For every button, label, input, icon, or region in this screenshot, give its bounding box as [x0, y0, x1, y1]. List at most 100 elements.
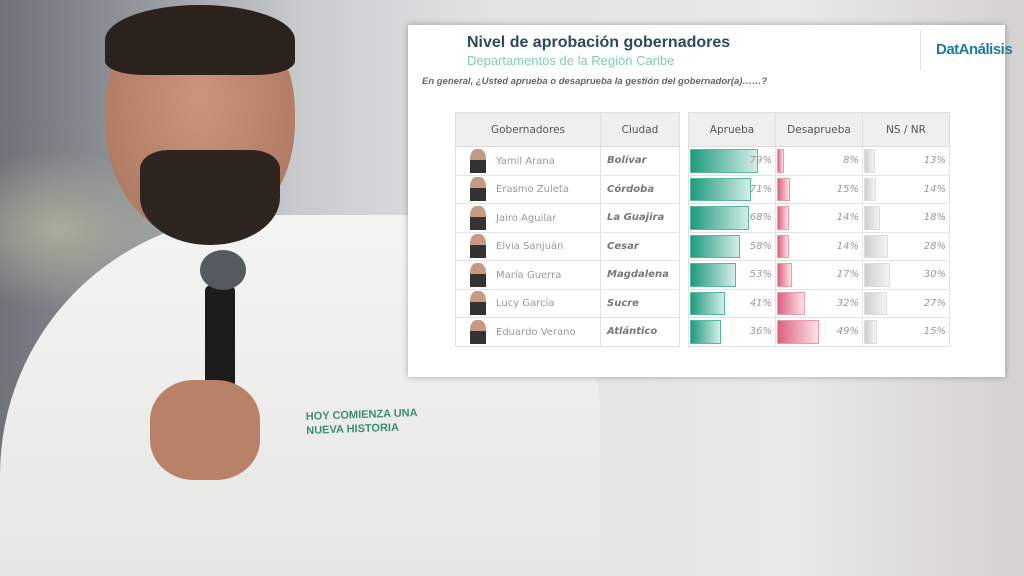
governor-photo	[470, 291, 486, 316]
aprueba-bar	[690, 263, 736, 287]
aprueba-cell: 36%	[688, 317, 776, 347]
nsnr-cell: 13%	[862, 146, 950, 176]
desaprueba-cell: 32%	[775, 288, 863, 318]
aprueba-value: 68%	[749, 212, 772, 223]
aprueba-cell: 53%	[688, 260, 776, 290]
table-row: Eduardo Verano Atlántico	[455, 317, 680, 347]
nsnr-value: 30%	[923, 269, 946, 280]
desaprueba-bar	[777, 177, 790, 201]
column-header: NS / NR	[862, 112, 950, 147]
city-cell: Magdalena	[600, 260, 680, 290]
governor-photo	[470, 319, 486, 344]
governor-name: Eduardo Verano	[496, 326, 576, 338]
table-row: 58% 14% 28%	[688, 231, 950, 261]
nsnr-value: 18%	[923, 212, 946, 223]
governor-cell: Lucy García	[455, 288, 601, 318]
governor-cell: Erasmo Zuleta	[455, 174, 601, 204]
table-row: 53% 17% 30%	[688, 260, 950, 290]
aprueba-cell: 58%	[688, 231, 776, 261]
city-cell: Córdoba	[600, 174, 680, 204]
desaprueba-cell: 8%	[775, 146, 863, 176]
aprueba-value: 71%	[749, 183, 772, 195]
governor-photo	[470, 177, 486, 202]
governor-name: María Guerra	[496, 269, 562, 281]
nsnr-cell: 18%	[862, 203, 950, 233]
divider	[920, 30, 921, 70]
governor-name: Lucy García	[496, 298, 555, 310]
governor-photo	[470, 262, 486, 287]
table-row: 36% 49% 15%	[688, 317, 950, 347]
governor-cell: Elvia Sanjuán	[455, 231, 601, 261]
city-cell: Cesar	[600, 231, 680, 261]
speaker-hair	[105, 5, 295, 75]
governor-name: Elvia Sanjuán	[496, 241, 564, 253]
desaprueba-cell: 14%	[775, 203, 863, 233]
governor-photo	[470, 148, 486, 173]
table-row: Lucy García Sucre	[455, 288, 680, 318]
governors-table: Gobernadores Ciudad Yamil Arana Bolívar Era…	[455, 112, 680, 347]
nsnr-bar	[864, 234, 889, 258]
shirt-print: HOY COMIENZA UNA NUEVA HISTORIA	[306, 406, 419, 438]
nsnr-bar	[864, 291, 888, 315]
table-row: Yamil Arana Bolívar	[455, 146, 680, 176]
aprueba-value: 53%	[749, 269, 772, 280]
speaker-beard	[140, 150, 280, 245]
datanalisis-logo: DatAnálisis	[936, 41, 1013, 58]
aprueba-bar	[690, 291, 726, 315]
desaprueba-bar	[777, 234, 789, 258]
aprueba-bar	[690, 234, 740, 258]
aprueba-cell: 71%	[688, 174, 776, 204]
nsnr-value: 14%	[923, 183, 946, 195]
table-row: Erasmo Zuleta Córdoba	[455, 174, 680, 204]
nsnr-value: 15%	[923, 326, 946, 337]
column-header: Desaprueba	[775, 112, 863, 147]
desaprueba-value: 14%	[836, 240, 859, 252]
aprueba-value: 36%	[749, 326, 772, 337]
nsnr-bar	[864, 177, 876, 201]
governor-cell: María Guerra	[455, 260, 601, 290]
governor-name: Jairo Aguilar	[496, 212, 557, 224]
column-header: Ciudad	[600, 112, 680, 147]
aprueba-cell: 41%	[688, 288, 776, 318]
nsnr-cell: 30%	[862, 260, 950, 290]
desaprueba-bar	[777, 149, 784, 173]
city-cell: La Guajira	[600, 203, 680, 233]
column-header: Gobernadores	[455, 112, 601, 147]
desaprueba-value: 49%	[836, 326, 859, 337]
city-cell: Bolívar	[600, 146, 680, 176]
desaprueba-bar	[777, 263, 792, 287]
nsnr-bar	[864, 149, 876, 173]
governor-cell: Yamil Arana	[455, 146, 601, 176]
desaprueba-value: 14%	[836, 212, 859, 223]
desaprueba-value: 15%	[836, 183, 859, 195]
desaprueba-value: 32%	[836, 297, 859, 309]
speaker-hand	[150, 380, 260, 480]
nsnr-value: 27%	[923, 297, 946, 309]
governor-photo	[470, 234, 486, 259]
desaprueba-cell: 49%	[775, 317, 863, 347]
nsnr-bar	[864, 263, 890, 287]
survey-question: En general, ¿Usted aprueba o desaprueba …	[422, 76, 768, 87]
table-row: 71% 15% 14%	[688, 174, 950, 204]
governor-name: Yamil Arana	[496, 155, 555, 167]
governor-photo	[470, 205, 486, 230]
chart-title: Nivel de aprobación gobernadores	[467, 34, 731, 51]
desaprueba-bar	[777, 320, 820, 344]
city-cell: Atlántico	[600, 317, 680, 347]
table-row: Jairo Aguilar La Guajira	[455, 203, 680, 233]
desaprueba-cell: 14%	[775, 231, 863, 261]
nsnr-cell: 15%	[862, 317, 950, 347]
table-row: 68% 14% 18%	[688, 203, 950, 233]
table-row: 41% 32% 27%	[688, 288, 950, 318]
governor-cell: Eduardo Verano	[455, 317, 601, 347]
city-cell: Sucre	[600, 288, 680, 318]
chart-subtitle: Departamentos de la Región Caribe	[467, 53, 675, 68]
aprueba-bar	[690, 206, 749, 230]
aprueba-bar	[690, 149, 758, 173]
nsnr-value: 28%	[923, 240, 946, 252]
aprueba-cell: 68%	[688, 203, 776, 233]
aprueba-value: 58%	[749, 240, 772, 252]
aprueba-value: 41%	[749, 297, 772, 309]
approval-table: Aprueba Desaprueba NS / NR 79% 8% 13% 71% 15%…	[688, 112, 950, 347]
nsnr-bar	[864, 206, 880, 230]
